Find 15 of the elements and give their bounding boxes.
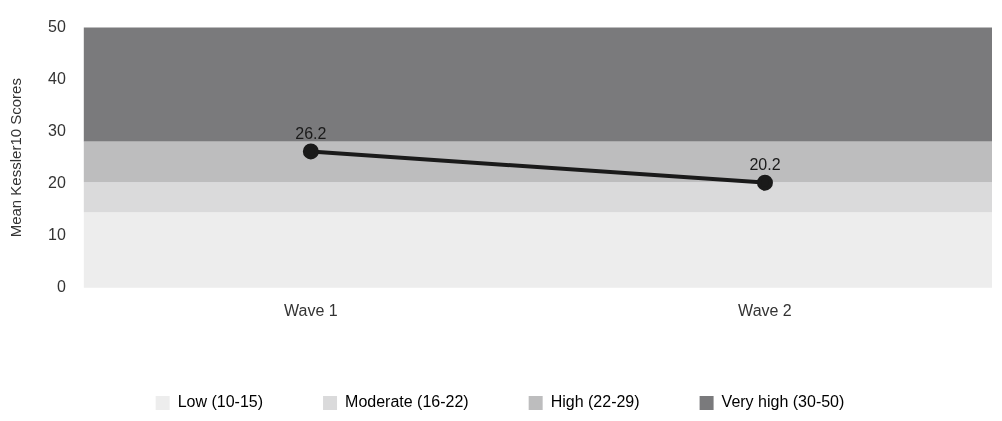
y-tick-label: 30 xyxy=(48,122,66,140)
y-tick-label: 50 xyxy=(48,18,66,36)
y-tick-label: 10 xyxy=(48,226,66,244)
y-tick-label: 40 xyxy=(48,70,66,88)
legend-label: Low (10-15) xyxy=(177,393,264,411)
data-label: 20.2 xyxy=(749,156,781,174)
x-tick-label: Wave 1 xyxy=(284,301,338,319)
legend-label: Very high (30-50) xyxy=(721,393,845,411)
legend-label: High (22-29) xyxy=(550,393,640,411)
y-tick-label: 0 xyxy=(56,278,66,296)
y-tick-label: 20 xyxy=(48,174,66,192)
x-tick-label: Wave 2 xyxy=(738,301,792,319)
data-label: 26.2 xyxy=(295,124,327,142)
y-axis-title: Mean Kessler10 Scores xyxy=(7,78,25,238)
legend-label: Moderate (16-22) xyxy=(345,393,469,411)
